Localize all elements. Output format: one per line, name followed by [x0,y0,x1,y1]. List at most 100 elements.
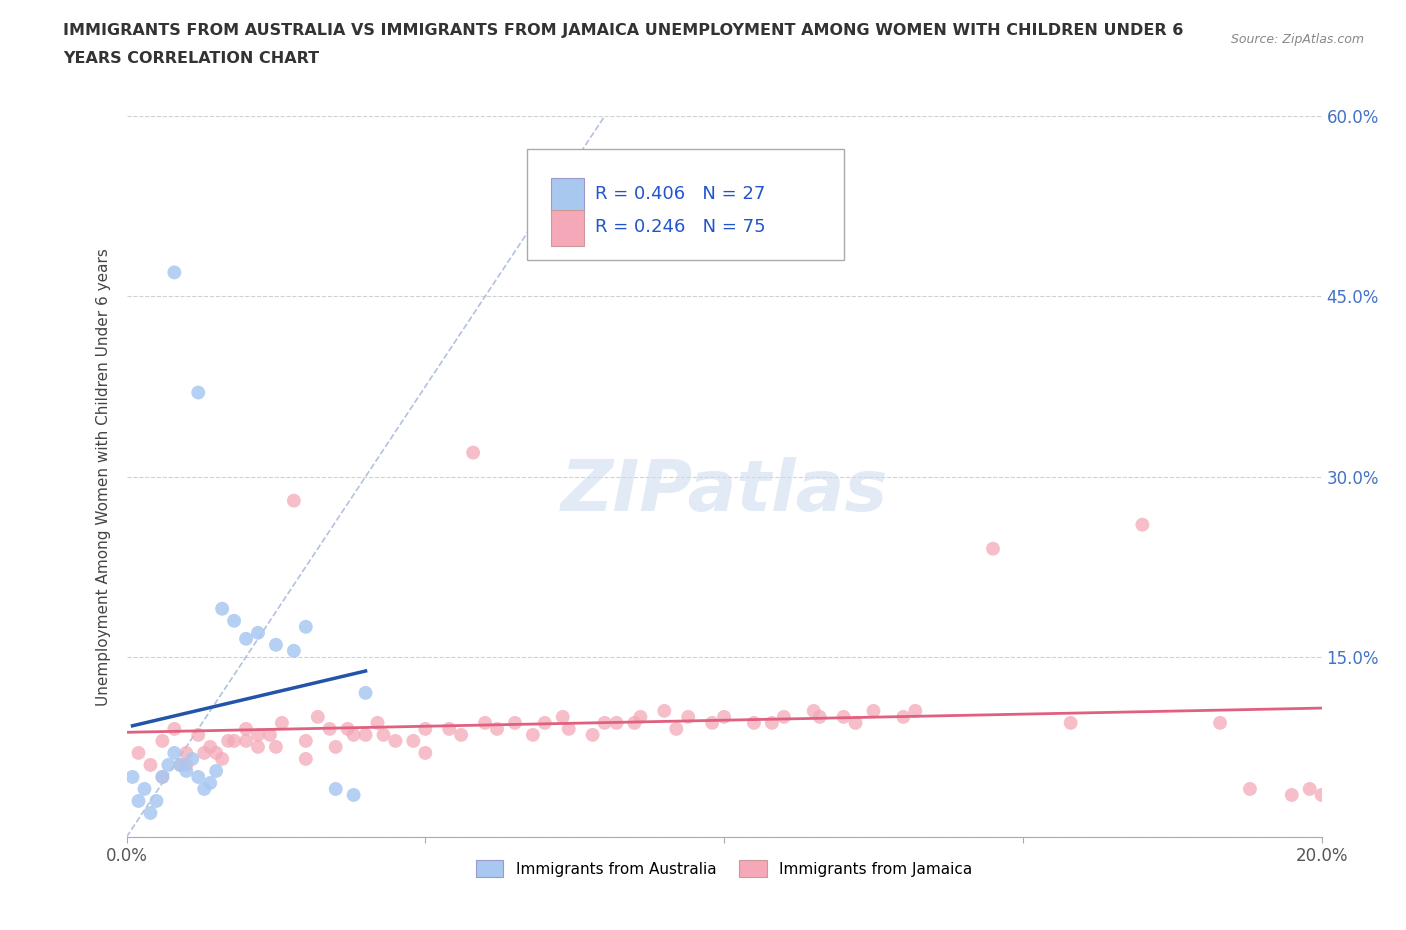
Point [152,734,174,749]
Text: IMMIGRANTS FROM AUSTRALIA VS IMMIGRANTS FROM JAMAICA UNEMPLOYMENT AMONG WOMEN WI: IMMIGRANTS FROM AUSTRALIA VS IMMIGRANTS … [63,23,1184,38]
Point [461,445,484,460]
Text: Source: ZipAtlas.com: Source: ZipAtlas.com [1230,33,1364,46]
Text: R = 0.246   N = 75: R = 0.246 N = 75 [595,219,766,236]
Point [503,715,526,730]
Point [439,722,461,737]
Point [702,715,724,730]
Point [761,715,783,730]
Point [139,757,162,772]
Point [665,722,688,737]
Point [844,715,866,730]
Point [486,722,509,737]
Point [1239,781,1261,796]
FancyBboxPatch shape [527,149,844,260]
Point [474,715,496,730]
Point [163,722,186,737]
Point [283,644,305,658]
Point [127,793,149,808]
Point [294,734,316,749]
Point [193,781,215,796]
Point [163,746,186,761]
Legend: Immigrants from Australia, Immigrants from Jamaica: Immigrants from Australia, Immigrants fr… [470,854,979,883]
Point [832,710,855,724]
Text: ZIPatlas: ZIPatlas [561,457,887,525]
Point [174,764,197,778]
Point [181,751,204,766]
Point [294,751,316,766]
Point [893,710,915,724]
Point [773,710,796,724]
Point [1299,781,1322,796]
Point [803,703,825,718]
Point [174,746,197,761]
Point [247,625,270,640]
Point [307,710,329,724]
Point [211,602,233,617]
Point [187,727,209,742]
Point [336,722,359,737]
Point [402,734,425,749]
Bar [551,178,585,214]
Point [742,715,765,730]
Point [193,746,215,761]
Point [354,685,377,700]
Point [981,541,1004,556]
Point [152,769,174,784]
Point [354,727,377,742]
Point [174,757,197,772]
Point [157,757,180,772]
Point [121,769,143,784]
Y-axis label: Unemployment Among Women with Children Under 6 years: Unemployment Among Women with Children U… [96,247,111,706]
Point [264,637,287,652]
Point [1281,788,1303,803]
Point [205,746,228,761]
Point [283,493,305,508]
Point [222,614,246,629]
Point [1209,715,1232,730]
Point [652,703,675,718]
Point [343,788,366,803]
Point [222,734,246,749]
Point [415,746,437,761]
Point [1310,788,1333,803]
Point [606,715,628,730]
Point [235,631,257,646]
Point [205,764,228,778]
Point [127,746,149,761]
Point [294,619,316,634]
Point [235,734,257,749]
Point [551,710,574,724]
Point [904,703,927,718]
Point [557,722,581,737]
Point [593,715,616,730]
Point [623,715,645,730]
Point [415,722,437,737]
Point [152,769,174,784]
Point [862,703,884,718]
Bar [551,210,585,246]
Point [200,739,222,754]
Text: R = 0.406   N = 27: R = 0.406 N = 27 [595,185,765,203]
Point [325,781,347,796]
Point [534,715,557,730]
Point [200,776,222,790]
Point [1130,517,1153,532]
Point [366,715,388,730]
Point [628,710,651,724]
Point [713,710,735,724]
Point [343,727,366,742]
Point [450,727,472,742]
Point [1060,715,1083,730]
Point [259,727,281,742]
Point [169,757,191,772]
Point [384,734,406,749]
Point [678,710,700,724]
Point [163,265,186,280]
Point [808,710,831,724]
Point [325,739,347,754]
Point [522,727,544,742]
Point [169,757,191,772]
Text: YEARS CORRELATION CHART: YEARS CORRELATION CHART [63,51,319,66]
Point [211,751,233,766]
Point [247,739,270,754]
